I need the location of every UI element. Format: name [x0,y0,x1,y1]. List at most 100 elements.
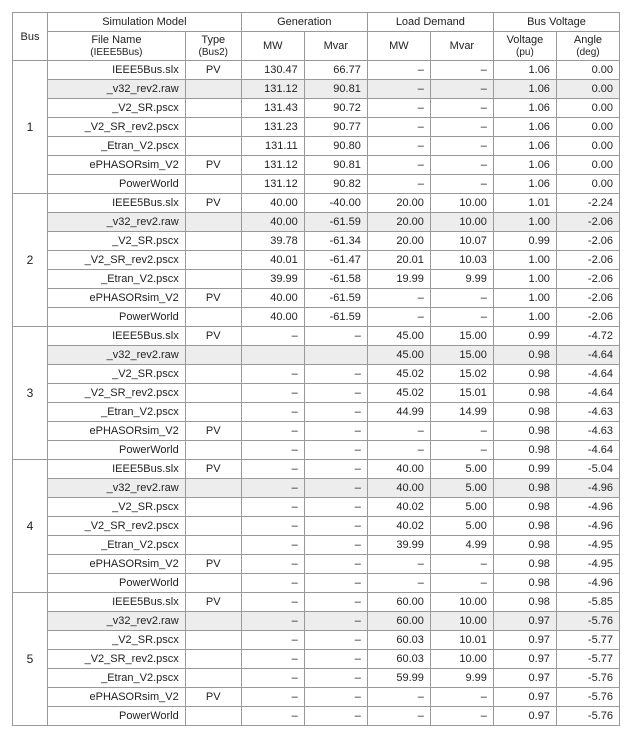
type-cell [185,479,241,498]
load-mvar-cell: – [430,156,493,175]
load-mw-cell: 60.00 [367,593,430,612]
load-mvar-cell: 15.00 [430,346,493,365]
volt-ang-cell: -4.95 [556,555,619,574]
gen-mw-cell: – [241,669,304,688]
volt-ang-cell: -2.06 [556,308,619,327]
volt-ang-cell: -2.06 [556,232,619,251]
type-cell [185,137,241,156]
gen-mvar-cell: 90.81 [304,156,367,175]
load-mw-cell: 59.99 [367,669,430,688]
gen-mvar-cell: -61.58 [304,270,367,289]
file-cell: _V2_SR.pscx [48,232,186,251]
file-cell: IEEE5Bus.slx [48,194,186,213]
type-cell [185,175,241,194]
load-mw-cell: – [367,156,430,175]
gen-mvar-cell: 90.82 [304,175,367,194]
volt-pu-cell: 0.98 [493,555,556,574]
hdr-bus: Bus [13,13,48,61]
volt-pu-cell: 0.97 [493,707,556,726]
volt-ang-cell: -4.64 [556,384,619,403]
hdr-vpu-l1: Voltage [507,34,544,46]
volt-ang-cell: 0.00 [556,137,619,156]
hdr-load: Load Demand [367,13,493,32]
type-cell [185,365,241,384]
load-mw-cell: 20.01 [367,251,430,270]
hdr-file-l2: (IEEE5Bus) [90,47,142,58]
gen-mw-cell: 130.47 [241,61,304,80]
gen-mw-cell: – [241,384,304,403]
type-cell [185,99,241,118]
hdr-vang: Angle (deg) [556,32,619,61]
gen-mvar-cell: 66.77 [304,61,367,80]
load-mvar-cell: 4.99 [430,536,493,555]
gen-mw-cell: – [241,612,304,631]
load-mvar-cell: – [430,137,493,156]
file-cell: PowerWorld [48,441,186,460]
gen-mvar-cell: – [304,384,367,403]
gen-mw-cell: 40.00 [241,213,304,232]
volt-pu-cell: 0.97 [493,669,556,688]
type-cell [185,232,241,251]
gen-mw-cell: – [241,707,304,726]
volt-ang-cell: 0.00 [556,118,619,137]
volt-pu-cell: 0.98 [493,536,556,555]
gen-mw-cell: 131.12 [241,80,304,99]
type-cell [185,270,241,289]
load-mw-cell: 45.02 [367,384,430,403]
volt-ang-cell: -4.96 [556,574,619,593]
hdr-vpu-l2: (pu) [516,47,534,58]
type-cell: PV [185,688,241,707]
load-mw-cell: – [367,99,430,118]
load-mvar-cell: – [430,175,493,194]
file-cell: IEEE5Bus.slx [48,327,186,346]
table-row: _v32_rev2.raw40.00-61.5920.0010.001.00-2… [13,213,620,232]
volt-pu-cell: 0.98 [493,574,556,593]
load-mvar-cell: 10.03 [430,251,493,270]
load-mvar-cell: – [430,422,493,441]
load-mw-cell: – [367,707,430,726]
gen-mw-cell: – [241,555,304,574]
load-mw-cell: 40.00 [367,479,430,498]
load-mw-cell: 20.00 [367,232,430,251]
table-row: _Etran_V2.pscx––44.9914.990.98-4.63 [13,403,620,422]
load-mvar-cell: – [430,99,493,118]
volt-pu-cell: 0.99 [493,460,556,479]
file-cell: _v32_rev2.raw [48,346,186,365]
table-row: PowerWorld––––0.98-4.64 [13,441,620,460]
hdr-file: File Name (IEEE5Bus) [48,32,186,61]
volt-pu-cell: 0.98 [493,517,556,536]
volt-ang-cell: -4.63 [556,403,619,422]
gen-mvar-cell: – [304,707,367,726]
type-cell: PV [185,289,241,308]
volt-ang-cell: -4.64 [556,346,619,365]
gen-mw-cell: 40.00 [241,194,304,213]
gen-mvar-cell: – [304,650,367,669]
type-cell [185,612,241,631]
file-cell: IEEE5Bus.slx [48,61,186,80]
volt-pu-cell: 1.00 [493,308,556,327]
gen-mw-cell: – [241,631,304,650]
load-mvar-cell: 10.00 [430,213,493,232]
load-mw-cell: 44.99 [367,403,430,422]
load-mw-cell: 60.03 [367,631,430,650]
volt-ang-cell: -4.72 [556,327,619,346]
volt-ang-cell: 0.00 [556,61,619,80]
type-cell: PV [185,593,241,612]
load-mw-cell: – [367,441,430,460]
bus-cell: 5 [13,593,48,726]
gen-mw-cell [241,346,304,365]
table-row: _v32_rev2.raw45.0015.000.98-4.64 [13,346,620,365]
volt-ang-cell: 0.00 [556,99,619,118]
gen-mw-cell: – [241,327,304,346]
table-row: ePHASORsim_V2PV––––0.98-4.63 [13,422,620,441]
file-cell: PowerWorld [48,175,186,194]
gen-mw-cell: 40.00 [241,308,304,327]
file-cell: _Etran_V2.pscx [48,137,186,156]
table-row: PowerWorld––––0.97-5.76 [13,707,620,726]
table-row: 2IEEE5Bus.slxPV40.00-40.0020.0010.001.01… [13,194,620,213]
file-cell: ePHASORsim_V2 [48,156,186,175]
gen-mw-cell: – [241,422,304,441]
table-row: _Etran_V2.pscx39.99-61.5819.999.991.00-2… [13,270,620,289]
type-cell [185,403,241,422]
load-mw-cell: – [367,289,430,308]
